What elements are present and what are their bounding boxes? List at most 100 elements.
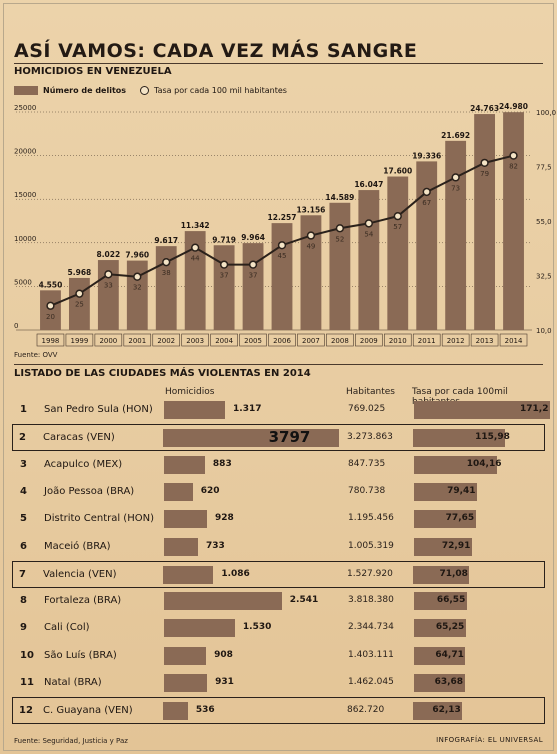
rate-value-label: 45 (278, 252, 287, 260)
x-tick-box (383, 333, 412, 347)
rate-value-label: 44 (191, 255, 200, 263)
city-name: Maceió (BRA) (44, 540, 111, 552)
homicides-bar (164, 674, 208, 692)
rate-value-label: 73 (451, 184, 460, 192)
legend-bar-label: Número de delitos (43, 86, 127, 95)
rate-point (46, 301, 55, 310)
rate-value-label: 38 (162, 269, 171, 277)
rate-point (364, 219, 373, 228)
homicides-bar (164, 646, 207, 665)
bar (445, 140, 467, 330)
x-tick-label: 1999 (70, 337, 88, 345)
bar (300, 215, 322, 330)
cities-title: LISTADO DE LAS CIUDADES MÁS VIOLENTAS EN… (14, 368, 311, 379)
population-value: 769.025 (348, 404, 386, 414)
table-row: 6 Maceió (BRA) 733 1.005.319 72,91 (14, 534, 544, 561)
bar (213, 245, 235, 330)
y-right-tick-label: 10,0 (536, 327, 552, 335)
city-rank: 6 (20, 540, 27, 552)
city-rank: 3 (20, 458, 27, 470)
col-header-homicidios: Homicidios (165, 387, 215, 397)
x-tick-box (239, 333, 267, 347)
rate-value-label: 57 (393, 223, 402, 231)
rate-value-label: 32 (133, 284, 142, 292)
rate-value: 71,08 (439, 568, 468, 579)
x-tick-label: 1998 (42, 337, 60, 345)
rate-bar (414, 619, 466, 638)
rate-bar (414, 646, 466, 665)
bar (40, 290, 61, 330)
bar (358, 190, 380, 330)
table-row: 2 Caracas (VEN) 3797 3.273.863 115,98 (12, 424, 545, 452)
population-value: 1.403.111 (348, 649, 394, 660)
y-tick-label: 25000 (14, 104, 36, 112)
chart-subtitle: HOMICIDIOS EN VENEZUELA (14, 66, 172, 77)
rate-bar (414, 455, 497, 474)
bar-value-label: 16.047 (354, 180, 383, 189)
bar-value-label: 9.719 (212, 235, 236, 244)
homicides-bar (163, 429, 339, 448)
x-tick-box (268, 333, 296, 347)
x-tick-label: 2007 (302, 337, 320, 345)
rate-point (248, 260, 258, 269)
homicides-bar (164, 592, 282, 611)
x-tick-box (123, 333, 152, 347)
bar-value-label: 24.980 (499, 102, 528, 111)
population-value: 1.462.045 (348, 677, 394, 687)
bar-value-label: 13.156 (296, 205, 325, 214)
population-value: 2.344.734 (348, 622, 394, 633)
homicides-value: 536 (195, 705, 215, 716)
rate-bar (414, 401, 550, 419)
y-tick-label: 10000 (14, 235, 36, 243)
rate-value: 79,41 (447, 485, 476, 496)
table-row: 10 São Luís (BRA) 908 1.403.111 64,71 (14, 643, 544, 670)
city-name: Cali (Col) (44, 622, 90, 634)
city-rank: 7 (19, 568, 26, 580)
x-tick-label: 2008 (331, 337, 349, 345)
population-value: 1.195.456 (348, 513, 394, 524)
city-name: Distrito Central (HON) (44, 513, 154, 525)
population-value: 1.527.920 (347, 568, 393, 579)
homicides-value: 883 (212, 458, 232, 469)
rate-point (480, 158, 489, 168)
city-rank: 9 (20, 622, 27, 634)
y-right-tick-label: 55,0 (536, 218, 552, 226)
city-name: C. Guayana (VEN) (43, 705, 133, 717)
population-value: 847.735 (348, 458, 386, 469)
x-tick-label: 2002 (157, 337, 175, 345)
rate-value-label: 33 (104, 281, 113, 289)
chart-source: Fuente: OVV (14, 351, 58, 359)
bar (126, 260, 148, 330)
x-tick-label: 2000 (99, 337, 117, 345)
rate-bar (414, 592, 467, 611)
rate-value: 62,13 (432, 705, 461, 716)
rate-point (104, 270, 113, 279)
x-tick-box (297, 333, 325, 347)
bar (387, 176, 409, 330)
rate-bar (413, 702, 463, 721)
y-tick-label: 15000 (14, 191, 36, 199)
homicides-bar (164, 455, 205, 474)
table-row: 7 Valencia (VEN) 1.086 1.527.920 71,08 (12, 560, 545, 588)
homicides-bar (164, 401, 226, 419)
page-frame (3, 3, 554, 751)
legend-bar-swatch (14, 86, 38, 95)
rate-bar (414, 482, 478, 501)
y-tick-label: 0 (14, 322, 18, 330)
city-name: Acapulco (MEX) (44, 458, 123, 470)
city-name: São Luís (BRA) (44, 649, 117, 661)
bar (474, 114, 496, 330)
homicides-bar (164, 619, 235, 638)
x-tick-label: 2004 (215, 337, 233, 345)
page-title: ASÍ VAMOS: CADA VEZ MÁS SANGRE (14, 40, 418, 62)
city-name: João Pessoa (BRA) (44, 485, 135, 497)
rate-value: 72,91 (441, 540, 471, 551)
table-row: 12 C. Guayana (VEN) 536 862.720 62,13 (12, 697, 545, 725)
city-name: San Pedro Sula (HON) (44, 404, 153, 415)
bar (184, 231, 206, 330)
homicides-bar (164, 510, 207, 529)
homicides-value: 908 (214, 649, 233, 660)
x-tick-box (94, 333, 123, 347)
x-tick-box (36, 333, 65, 347)
